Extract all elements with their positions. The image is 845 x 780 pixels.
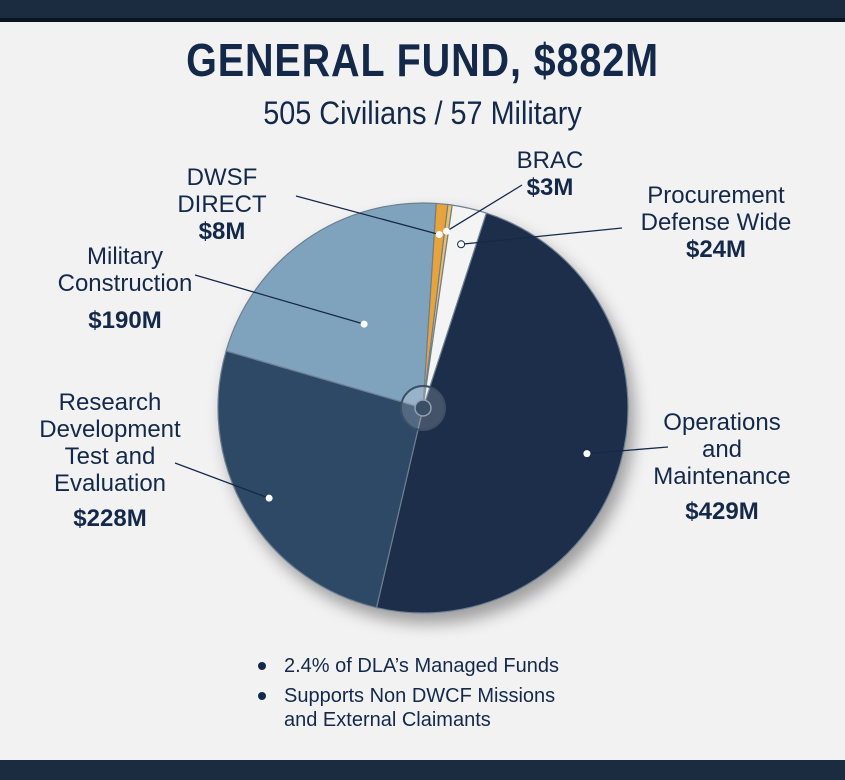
- om-value: $429M: [685, 497, 759, 525]
- bullet-icon: [258, 692, 266, 700]
- leader-line: [446, 184, 523, 232]
- dwsf-value: $8M: [198, 217, 246, 245]
- leader-dot: [360, 320, 368, 328]
- om-line-3: Maintenance: [653, 462, 791, 490]
- leader-dot: [583, 450, 591, 458]
- top-banner-bar: [0, 0, 845, 22]
- leader-line: [586, 446, 669, 455]
- leader-line: [174, 462, 270, 499]
- label-rdte: Research Development Test and Evaluation…: [30, 389, 190, 532]
- dwsf-line-1: DWSF DIRECT: [177, 164, 267, 218]
- rdte-line-2: Development: [39, 415, 181, 443]
- milcon-line-2: Construction: [57, 269, 193, 297]
- chart-subtitle: 505 Civilians / 57 Military: [263, 95, 582, 131]
- proc-line-1: Procurement: [647, 182, 785, 209]
- rdte-line-3: Test and: [64, 442, 156, 470]
- label-operations-maintenance: Operations and Maintenance $429M: [652, 409, 792, 526]
- milcon-line-1: Military: [87, 243, 163, 270]
- note-text-continued: and External Claimants: [284, 709, 491, 731]
- proc-value: $24M: [685, 235, 747, 263]
- chart-title: GENERAL FUND, $882M: [186, 34, 659, 86]
- pie-slice-operations-and-maintenance: [375, 212, 629, 614]
- om-line-1: Operations: [663, 409, 781, 436]
- label-brac: BRAC $3M: [500, 147, 600, 202]
- leader-dot: [435, 231, 443, 239]
- pie-center-dot: [414, 399, 432, 417]
- label-procurement-defense-wide: Procurement Defense Wide $24M: [632, 182, 800, 264]
- note-item: 2.4% of DLA’s Managed Funds: [258, 654, 559, 678]
- proc-line-2: Defense Wide: [640, 208, 792, 236]
- leader-dot: [443, 227, 451, 235]
- leader-line: [194, 274, 365, 325]
- bullet-icon: [258, 662, 266, 670]
- note-text: 2.4% of DLA’s Managed Funds: [284, 655, 559, 677]
- bottom-banner-bar: [0, 760, 845, 780]
- leader-line: [461, 227, 623, 245]
- brac-line-1: BRAC: [516, 147, 584, 174]
- notes-list: 2.4% of DLA’s Managed Funds Supports Non…: [258, 654, 559, 732]
- pie-slice-military-construction: [225, 202, 437, 409]
- leader-dot: [457, 240, 466, 249]
- note-item: Supports Non DWCF Missions and External …: [258, 684, 559, 732]
- label-dwsf-direct: DWSF DIRECT $8M: [142, 164, 302, 246]
- brac-value: $3M: [526, 173, 574, 201]
- leader-dot: [265, 494, 273, 502]
- milcon-value: $190M: [88, 306, 162, 334]
- label-military-construction: Military Construction $190M: [50, 243, 200, 335]
- pie-slice-research-development-test-and-evaluation: [217, 350, 424, 609]
- rdte-value: $228M: [73, 504, 147, 532]
- rdte-line-1: Research: [58, 389, 162, 416]
- om-line-2: and: [701, 435, 743, 463]
- pie-slice-procurement-defense-wide: [422, 204, 488, 409]
- rdte-line-4: Evaluation: [53, 469, 167, 497]
- leader-line: [295, 195, 440, 236]
- note-text: Supports Non DWCF Missions: [284, 685, 556, 707]
